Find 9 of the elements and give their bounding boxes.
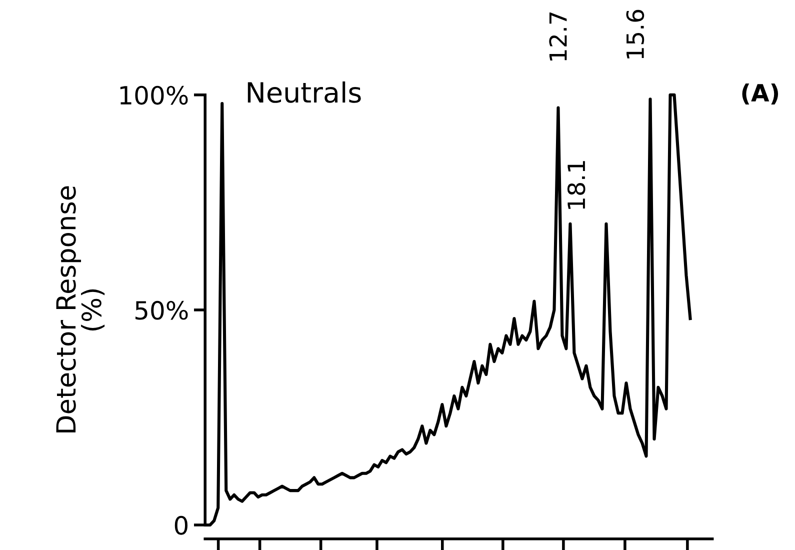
y-axis-title: Detector Response (%)	[56, 186, 105, 432]
y-tick-label: 50%	[136, 300, 188, 320]
y-tick-label: 0	[174, 516, 188, 535]
annotation: Neutrals	[248, 81, 361, 103]
text: (A)	[742, 83, 778, 105]
y-tick-label: 100%	[120, 86, 188, 105]
annotation: 18.1	[567, 161, 586, 209]
text: 12.7	[549, 12, 567, 61]
text: 15.6	[626, 10, 644, 58]
